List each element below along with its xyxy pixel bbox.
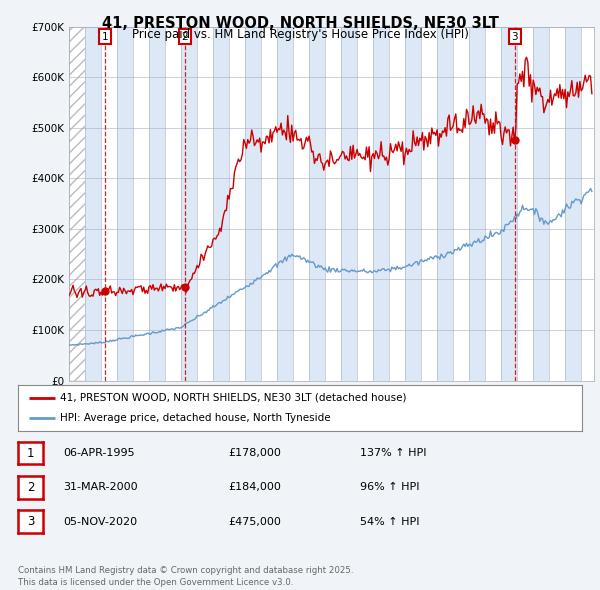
- Bar: [373, 27, 389, 381]
- Bar: [85, 27, 101, 381]
- Bar: [117, 27, 133, 381]
- Bar: [293, 27, 309, 381]
- Bar: [229, 27, 245, 381]
- Text: 31-MAR-2000: 31-MAR-2000: [63, 483, 137, 492]
- Bar: [533, 27, 549, 381]
- Bar: [485, 27, 501, 381]
- Text: 41, PRESTON WOOD, NORTH SHIELDS, NE30 3LT (detached house): 41, PRESTON WOOD, NORTH SHIELDS, NE30 3L…: [60, 392, 407, 402]
- Bar: [517, 27, 533, 381]
- Text: 41, PRESTON WOOD, NORTH SHIELDS, NE30 3LT: 41, PRESTON WOOD, NORTH SHIELDS, NE30 3L…: [101, 16, 499, 31]
- Text: Contains HM Land Registry data © Crown copyright and database right 2025.
This d: Contains HM Land Registry data © Crown c…: [18, 566, 353, 587]
- Text: 96% ↑ HPI: 96% ↑ HPI: [360, 483, 419, 492]
- Bar: [309, 27, 325, 381]
- Bar: [101, 27, 117, 381]
- Bar: [405, 27, 421, 381]
- Text: £475,000: £475,000: [228, 517, 281, 526]
- Bar: [357, 27, 373, 381]
- Bar: [469, 27, 485, 381]
- Bar: [453, 27, 469, 381]
- Bar: [261, 27, 277, 381]
- Bar: [565, 27, 581, 381]
- Text: 1: 1: [102, 32, 109, 42]
- Bar: [437, 27, 453, 381]
- Bar: [197, 27, 213, 381]
- Text: 06-APR-1995: 06-APR-1995: [63, 448, 134, 458]
- Bar: [165, 27, 181, 381]
- Bar: [581, 27, 594, 381]
- Text: Price paid vs. HM Land Registry's House Price Index (HPI): Price paid vs. HM Land Registry's House …: [131, 28, 469, 41]
- Text: £184,000: £184,000: [228, 483, 281, 492]
- Text: HPI: Average price, detached house, North Tyneside: HPI: Average price, detached house, Nort…: [60, 414, 331, 424]
- Bar: [149, 27, 165, 381]
- Text: 3: 3: [511, 32, 518, 42]
- Bar: [549, 27, 565, 381]
- Text: 54% ↑ HPI: 54% ↑ HPI: [360, 517, 419, 526]
- Bar: [213, 27, 229, 381]
- Text: £178,000: £178,000: [228, 448, 281, 458]
- Bar: [133, 27, 149, 381]
- Text: 2: 2: [27, 481, 34, 494]
- Bar: [421, 27, 437, 381]
- Bar: [277, 27, 293, 381]
- Bar: [325, 27, 341, 381]
- Bar: [389, 27, 405, 381]
- Text: 137% ↑ HPI: 137% ↑ HPI: [360, 448, 427, 458]
- Bar: [501, 27, 517, 381]
- Bar: [341, 27, 357, 381]
- Text: 2: 2: [182, 32, 188, 42]
- Text: 3: 3: [27, 515, 34, 528]
- Text: 05-NOV-2020: 05-NOV-2020: [63, 517, 137, 526]
- Bar: [245, 27, 261, 381]
- Text: 1: 1: [27, 447, 34, 460]
- Bar: [181, 27, 197, 381]
